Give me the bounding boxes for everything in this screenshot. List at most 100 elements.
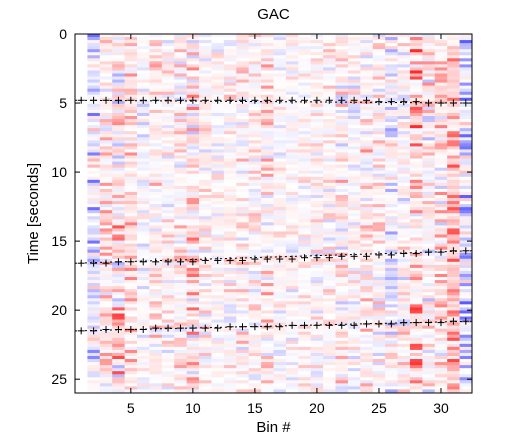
heatmap-cell <box>385 46 398 50</box>
heatmap-cell <box>149 70 163 74</box>
heatmap-cell <box>149 316 163 320</box>
heatmap-cell <box>360 316 374 320</box>
heatmap-cell <box>186 125 200 129</box>
plus-marker <box>139 96 147 104</box>
heatmap-cell <box>372 201 386 205</box>
heatmap-cell <box>459 91 472 96</box>
heatmap-cell <box>112 76 126 80</box>
heatmap-cell <box>434 359 448 363</box>
heatmap-cell <box>397 49 411 53</box>
heatmap-cell <box>186 128 200 132</box>
heatmap-cell <box>199 273 212 278</box>
heatmap-cell <box>285 122 299 126</box>
heatmap-cell <box>248 307 262 311</box>
heatmap-cell <box>161 222 175 226</box>
plus-marker <box>152 258 160 266</box>
heatmap-cell <box>409 368 423 372</box>
heatmap-cell <box>199 52 212 56</box>
heatmap-cell <box>323 298 336 302</box>
heatmap-cell <box>273 346 287 351</box>
heatmap-cell <box>298 52 312 56</box>
plus-marker <box>214 324 222 332</box>
heatmap-cell <box>124 334 138 339</box>
heatmap-cell <box>174 195 188 199</box>
heatmap-cell <box>75 49 88 53</box>
heatmap-cell <box>360 337 374 342</box>
heatmap-cell <box>236 389 250 393</box>
heatmap-cell <box>347 349 361 354</box>
heatmap-cell <box>211 173 225 178</box>
heatmap-cell <box>174 122 188 126</box>
heatmap-cell <box>87 237 101 241</box>
heatmap-cell <box>273 146 287 150</box>
heatmap-cell <box>372 128 386 132</box>
heatmap-cell <box>261 337 274 342</box>
heatmap-cell <box>285 176 299 181</box>
heatmap-cell <box>137 149 150 153</box>
heatmap-cell <box>310 55 324 59</box>
heatmap-cell <box>298 195 312 199</box>
heatmap-cell <box>422 67 436 71</box>
heatmap-cell <box>87 377 101 381</box>
heatmap-cell <box>223 304 237 308</box>
heatmap-cell <box>360 343 374 348</box>
heatmap-cell <box>161 125 175 129</box>
heatmap-cell <box>459 137 472 141</box>
heatmap-cell <box>447 368 460 372</box>
heatmap-cell <box>397 313 411 317</box>
heatmap-cell <box>385 316 398 320</box>
heatmap-cell <box>273 37 287 41</box>
heatmap-cell <box>211 301 225 305</box>
heatmap-cell <box>273 328 287 333</box>
heatmap-cell <box>99 292 113 296</box>
heatmap-cell <box>124 188 138 193</box>
heatmap-cell <box>137 122 150 126</box>
heatmap-cell <box>137 380 150 384</box>
heatmap-cell <box>186 46 200 50</box>
heatmap-cell <box>112 340 126 345</box>
heatmap-cell <box>137 173 150 178</box>
heatmap-cell <box>149 304 163 308</box>
heatmap-cell <box>347 73 361 77</box>
heatmap-cell <box>211 198 225 202</box>
heatmap-cell <box>87 207 101 211</box>
heatmap-cell <box>87 179 101 184</box>
heatmap-cell <box>236 122 250 126</box>
heatmap-cell <box>335 377 349 381</box>
heatmap-cell <box>248 349 262 354</box>
heatmap-cell <box>347 380 361 384</box>
heatmap-cell <box>360 182 374 187</box>
heatmap-cell <box>347 137 361 141</box>
heatmap-cell <box>397 261 411 266</box>
heatmap-cell <box>310 91 324 96</box>
heatmap-cell <box>347 371 361 375</box>
heatmap-cell <box>397 365 411 369</box>
heatmap-cell <box>112 280 126 284</box>
heatmap-cell <box>385 49 398 53</box>
heatmap-cell <box>347 264 361 269</box>
heatmap-cell <box>87 292 101 296</box>
heatmap-cell <box>285 204 299 208</box>
heatmap-cell <box>186 131 200 135</box>
heatmap-cell <box>87 73 101 77</box>
heatmap-cell <box>124 43 138 47</box>
heatmap-cell <box>385 37 398 41</box>
heatmap-cell <box>323 131 336 135</box>
heatmap-cell <box>124 79 138 84</box>
heatmap-cell <box>174 210 188 214</box>
heatmap-cell <box>137 182 150 187</box>
heatmap-cell <box>385 237 398 241</box>
heatmap-cell <box>137 267 150 272</box>
heatmap-cell <box>124 82 138 87</box>
heatmap-cell <box>409 37 423 41</box>
heatmap-cell <box>149 270 163 275</box>
heatmap-cell <box>273 365 287 369</box>
heatmap-cell <box>199 343 212 348</box>
heatmap-cell <box>186 64 200 68</box>
heatmap-cell <box>285 37 299 41</box>
heatmap-cell <box>87 234 101 238</box>
heatmap-cell <box>161 368 175 372</box>
heatmap-cell <box>347 240 361 244</box>
heatmap-cell <box>335 167 349 172</box>
heatmap-cell <box>112 365 126 369</box>
